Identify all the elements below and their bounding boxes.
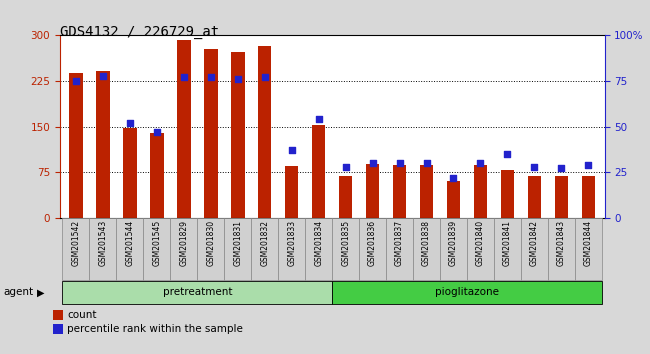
Text: GSM201843: GSM201843 bbox=[557, 219, 566, 266]
FancyBboxPatch shape bbox=[548, 218, 575, 280]
FancyBboxPatch shape bbox=[252, 218, 278, 280]
Text: GSM201841: GSM201841 bbox=[503, 219, 512, 266]
Point bbox=[367, 160, 378, 166]
Bar bbox=[474, 165, 488, 218]
Text: count: count bbox=[67, 310, 96, 320]
Bar bbox=[366, 164, 380, 218]
Text: GSM201542: GSM201542 bbox=[72, 219, 81, 266]
FancyBboxPatch shape bbox=[224, 218, 252, 280]
Text: GSM201829: GSM201829 bbox=[179, 219, 188, 266]
Bar bbox=[70, 73, 83, 218]
Bar bbox=[150, 133, 164, 218]
Point bbox=[502, 151, 513, 157]
Bar bbox=[393, 165, 406, 218]
Bar bbox=[53, 324, 63, 334]
FancyBboxPatch shape bbox=[575, 218, 602, 280]
FancyBboxPatch shape bbox=[332, 281, 602, 304]
Text: agent: agent bbox=[3, 287, 33, 297]
Point bbox=[287, 147, 297, 153]
Point bbox=[556, 166, 567, 171]
Text: GDS4132 / 226729_at: GDS4132 / 226729_at bbox=[60, 25, 219, 39]
Bar bbox=[582, 176, 595, 218]
Point bbox=[205, 74, 216, 80]
Point bbox=[259, 74, 270, 80]
Bar bbox=[339, 176, 352, 218]
FancyBboxPatch shape bbox=[170, 218, 198, 280]
Bar bbox=[204, 49, 218, 218]
Point bbox=[395, 160, 405, 166]
Bar bbox=[554, 176, 568, 218]
FancyBboxPatch shape bbox=[440, 218, 467, 280]
Bar bbox=[258, 46, 272, 218]
Bar bbox=[420, 165, 434, 218]
FancyBboxPatch shape bbox=[62, 218, 90, 280]
Point bbox=[233, 76, 243, 82]
Bar bbox=[447, 181, 460, 218]
Text: GSM201543: GSM201543 bbox=[98, 219, 107, 266]
Point bbox=[448, 175, 459, 181]
FancyBboxPatch shape bbox=[62, 281, 332, 304]
Bar bbox=[53, 310, 63, 320]
Point bbox=[583, 162, 593, 168]
FancyBboxPatch shape bbox=[306, 218, 332, 280]
Bar bbox=[285, 166, 298, 218]
FancyBboxPatch shape bbox=[332, 218, 359, 280]
Bar bbox=[96, 71, 110, 218]
Text: GSM201545: GSM201545 bbox=[152, 219, 161, 266]
FancyBboxPatch shape bbox=[198, 218, 224, 280]
Point bbox=[151, 129, 162, 135]
Text: pioglitazone: pioglitazone bbox=[435, 287, 499, 297]
Point bbox=[475, 160, 486, 166]
Point bbox=[341, 164, 351, 170]
FancyBboxPatch shape bbox=[467, 218, 494, 280]
Text: GSM201835: GSM201835 bbox=[341, 219, 350, 266]
FancyBboxPatch shape bbox=[494, 218, 521, 280]
Text: percentile rank within the sample: percentile rank within the sample bbox=[67, 324, 243, 334]
Point bbox=[125, 120, 135, 126]
Text: GSM201834: GSM201834 bbox=[314, 219, 323, 266]
Text: GSM201544: GSM201544 bbox=[125, 219, 135, 266]
Text: GSM201844: GSM201844 bbox=[584, 219, 593, 266]
Bar bbox=[500, 170, 514, 218]
Point bbox=[179, 74, 189, 80]
FancyBboxPatch shape bbox=[359, 218, 386, 280]
Text: GSM201832: GSM201832 bbox=[260, 219, 269, 266]
FancyBboxPatch shape bbox=[90, 218, 116, 280]
Text: GSM201840: GSM201840 bbox=[476, 219, 485, 266]
Bar bbox=[177, 40, 190, 218]
Bar bbox=[312, 125, 326, 218]
FancyBboxPatch shape bbox=[278, 218, 306, 280]
Point bbox=[98, 73, 108, 78]
Text: GSM201838: GSM201838 bbox=[422, 219, 431, 266]
Point bbox=[529, 164, 539, 170]
FancyBboxPatch shape bbox=[386, 218, 413, 280]
Text: GSM201839: GSM201839 bbox=[449, 219, 458, 266]
Text: ▶: ▶ bbox=[37, 287, 45, 297]
Bar bbox=[231, 52, 244, 218]
Text: GSM201837: GSM201837 bbox=[395, 219, 404, 266]
Bar bbox=[528, 176, 541, 218]
Text: GSM201836: GSM201836 bbox=[368, 219, 377, 266]
Text: GSM201830: GSM201830 bbox=[206, 219, 215, 266]
Text: GSM201842: GSM201842 bbox=[530, 219, 539, 266]
Text: pretreatment: pretreatment bbox=[162, 287, 232, 297]
Point bbox=[421, 160, 432, 166]
Text: GSM201831: GSM201831 bbox=[233, 219, 242, 266]
Point bbox=[313, 116, 324, 122]
FancyBboxPatch shape bbox=[144, 218, 170, 280]
FancyBboxPatch shape bbox=[116, 218, 144, 280]
Bar bbox=[123, 128, 136, 218]
FancyBboxPatch shape bbox=[413, 218, 440, 280]
FancyBboxPatch shape bbox=[521, 218, 548, 280]
Text: GSM201833: GSM201833 bbox=[287, 219, 296, 266]
Point bbox=[71, 78, 81, 84]
